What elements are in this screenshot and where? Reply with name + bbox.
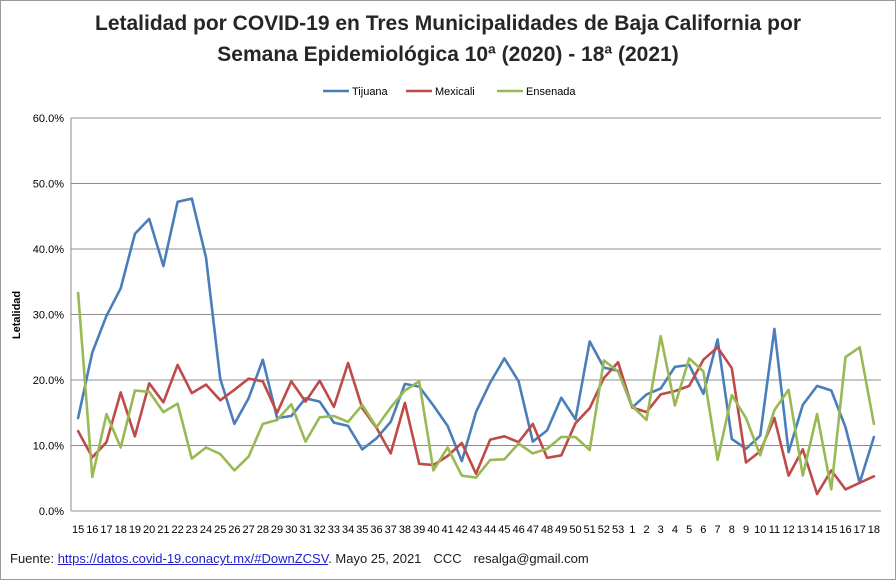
x-tick-label: 17 bbox=[854, 524, 866, 536]
y-tick-label: 20.0% bbox=[33, 375, 64, 387]
y-tick-label: 60.0% bbox=[33, 113, 64, 125]
x-tick-label: 13 bbox=[797, 524, 809, 536]
x-tick-label: 4 bbox=[672, 524, 678, 536]
x-tick-label: 20 bbox=[143, 524, 155, 536]
x-tick-label: 3 bbox=[658, 524, 664, 536]
x-tick-label: 40 bbox=[427, 524, 439, 536]
x-tick-label: 35 bbox=[356, 524, 368, 536]
y-tick-labels: 0.0% 10.0% 20.0% 30.0% 40.0% 50.0% 60.0% bbox=[33, 113, 64, 518]
x-tick-label: 2 bbox=[643, 524, 649, 536]
x-tick-label: 32 bbox=[314, 524, 326, 536]
x-tick-label: 52 bbox=[598, 524, 610, 536]
x-tick-label: 12 bbox=[783, 524, 795, 536]
series-line-tijuana bbox=[76, 197, 876, 485]
x-tick-label: 22 bbox=[171, 524, 183, 536]
x-tick-label: 42 bbox=[456, 524, 468, 536]
x-tick-label: 23 bbox=[186, 524, 198, 536]
source-link[interactable]: https://datos.covid-19.conacyt.mx/#DownZ… bbox=[57, 551, 329, 566]
footer-source-label: Fuente: bbox=[10, 551, 58, 566]
x-tick-label: 18 bbox=[868, 524, 880, 536]
x-tick-label: 16 bbox=[86, 524, 98, 536]
x-tick-label: 30 bbox=[285, 524, 297, 536]
footer-email: resalga@gmail.com bbox=[473, 551, 589, 566]
x-tick-label: 49 bbox=[555, 524, 567, 536]
x-tick-label: 1 bbox=[629, 524, 635, 536]
y-tick-label: 30.0% bbox=[33, 310, 64, 322]
y-axis-label: Letalidad bbox=[11, 291, 23, 339]
chart-title-line-2: Semana Epidemiológica 10ª (2020) - 18ª (… bbox=[217, 43, 679, 66]
x-tick-label: 17 bbox=[100, 524, 112, 536]
x-tick-label: 15 bbox=[72, 524, 84, 536]
footer-date: . Mayo 25, 2021 bbox=[328, 551, 422, 566]
x-tick-label: 9 bbox=[743, 524, 749, 536]
axes bbox=[70, 118, 881, 512]
x-tick-label: 37 bbox=[385, 524, 397, 536]
chart-title-line-1: Letalidad por COVID-19 en Tres Municipal… bbox=[95, 12, 801, 35]
x-tick-label: 46 bbox=[513, 524, 525, 536]
y-tick-label: 40.0% bbox=[33, 244, 64, 256]
x-tick-label: 16 bbox=[839, 524, 851, 536]
x-tick-label: 47 bbox=[527, 524, 539, 536]
x-tick-label: 34 bbox=[342, 524, 354, 536]
x-tick-label: 24 bbox=[200, 524, 212, 536]
x-tick-label: 48 bbox=[541, 524, 553, 536]
x-tick-label: 11 bbox=[769, 524, 780, 536]
y-tick-label: 0.0% bbox=[39, 506, 64, 518]
x-tick-label: 25 bbox=[214, 524, 226, 536]
gridlines bbox=[71, 117, 881, 446]
x-tick-label: 21 bbox=[157, 524, 169, 536]
x-tick-label: 44 bbox=[484, 524, 496, 536]
x-tick-label: 7 bbox=[715, 524, 721, 536]
x-tick-label: 8 bbox=[729, 524, 735, 536]
series-line-ensenada bbox=[76, 291, 876, 491]
x-tick-label: 41 bbox=[441, 524, 453, 536]
x-tick-labels: 15 16 17 18 19 20 21 22 23 24 25 26 27 28 29 30 31 32 33 34… bbox=[72, 524, 880, 536]
x-tick-label: 14 bbox=[811, 524, 823, 536]
x-tick-label: 33 bbox=[328, 524, 340, 536]
x-tick-label: 51 bbox=[584, 524, 596, 536]
x-tick-label: 53 bbox=[612, 524, 624, 536]
line-chart: Tijuana Mexicali Ensenada 0.0%10.0%20.0%30… bbox=[11, 86, 881, 536]
x-tick-label: 10 bbox=[754, 524, 766, 536]
x-tick-label: 19 bbox=[129, 524, 141, 536]
footer: Fuente: https://datos.covid-19.conacyt.m… bbox=[10, 551, 589, 566]
legend-label-tijuana: Tijuana bbox=[352, 86, 389, 98]
series-lines bbox=[76, 197, 876, 496]
x-tick-label: 18 bbox=[115, 524, 127, 536]
series-line-mexicali bbox=[76, 345, 876, 496]
x-tick-label: 29 bbox=[271, 524, 283, 536]
x-tick-label: 27 bbox=[243, 524, 255, 536]
y-tick-label: 50.0% bbox=[33, 179, 64, 191]
footer-ccc: CCC bbox=[433, 551, 462, 566]
x-tick-label: 36 bbox=[370, 524, 382, 536]
x-tick-label: 15 bbox=[825, 524, 837, 536]
x-tick-label: 31 bbox=[299, 524, 311, 536]
x-tick-label: 28 bbox=[257, 524, 269, 536]
legend-label-mexicali: Mexicali bbox=[435, 86, 475, 98]
legend-label-ensenada: Ensenada bbox=[526, 86, 576, 98]
y-tick-label: 10.0% bbox=[33, 441, 64, 453]
legend: Tijuana Mexicali Ensenada bbox=[323, 86, 576, 98]
x-tick-label: 50 bbox=[569, 524, 581, 536]
x-tick-label: 26 bbox=[228, 524, 240, 536]
x-tick-label: 45 bbox=[498, 524, 510, 536]
x-tick-label: 5 bbox=[686, 524, 692, 536]
x-tick-label: 6 bbox=[700, 524, 706, 536]
x-tick-label: 39 bbox=[413, 524, 425, 536]
x-tick-label: 38 bbox=[399, 524, 411, 536]
x-tick-label: 43 bbox=[470, 524, 482, 536]
